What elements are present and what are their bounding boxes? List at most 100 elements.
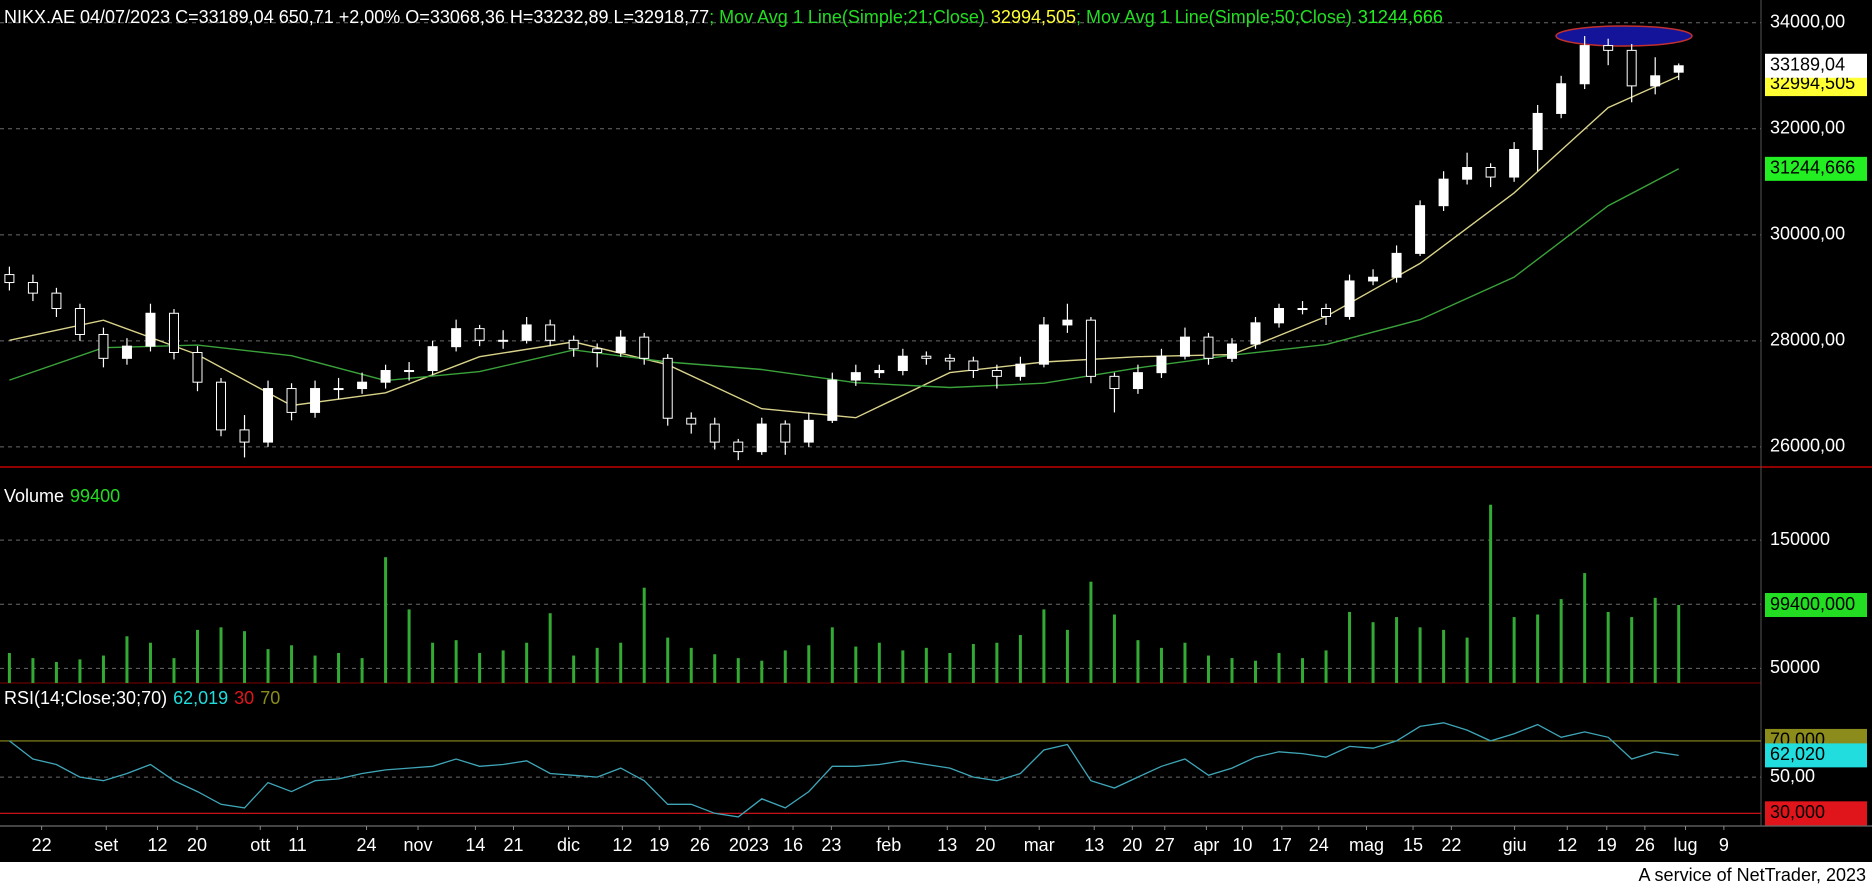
y-tick-label: 32000,00 xyxy=(1770,118,1845,138)
level-label: 30 xyxy=(234,688,254,708)
volume-bar xyxy=(619,642,623,683)
candle-body xyxy=(427,346,438,372)
volume-bar xyxy=(407,609,411,683)
volume-bar xyxy=(548,613,552,683)
candle-body xyxy=(639,336,650,359)
candle-body xyxy=(263,388,274,443)
ma-axis-label-box xyxy=(1765,156,1867,181)
candle-body xyxy=(968,360,979,372)
x-tick-label: 2023 xyxy=(729,835,769,855)
volume-bar xyxy=(1559,599,1563,683)
volume-bar xyxy=(1489,504,1493,683)
volume-bar xyxy=(1159,647,1163,683)
volume-bar xyxy=(783,650,787,683)
rsi-axis-label: 62,020 xyxy=(1770,744,1825,764)
candle-body xyxy=(357,381,368,390)
candle-body xyxy=(921,355,932,359)
x-tick-label: 13 xyxy=(937,835,957,855)
rsi-axis-label-box xyxy=(1765,743,1867,768)
candle-body xyxy=(733,441,744,453)
ma-axis-label: 31244,666 xyxy=(1770,158,1855,178)
volume-bar xyxy=(1042,609,1046,683)
name: Volume xyxy=(4,486,64,506)
candle-body xyxy=(874,370,885,374)
volume-bar xyxy=(1465,637,1469,683)
volume-bar xyxy=(830,627,834,683)
footer-band xyxy=(0,862,1872,888)
volume-bar xyxy=(595,647,599,683)
level-axis-label: 30,000 xyxy=(1770,802,1825,822)
candle-body xyxy=(404,370,415,373)
panel-title: Volume 99400 xyxy=(4,486,120,506)
volume-axis-label-box xyxy=(1765,593,1867,618)
candle-body xyxy=(51,292,62,310)
legend-separator: ; xyxy=(1076,7,1081,27)
panel-title: RSI(14;Close;30;70) 62,019 30 70 xyxy=(4,688,280,708)
volume-bar xyxy=(877,642,881,683)
y-tick-label: 50000 xyxy=(1770,657,1820,677)
y-tick-label: 34000,00 xyxy=(1770,12,1845,32)
candle-body xyxy=(592,348,603,354)
y-tick-label: 50,00 xyxy=(1770,766,1815,786)
volume-bar xyxy=(901,650,905,683)
x-tick-label: 20 xyxy=(1122,835,1142,855)
x-tick-label: 21 xyxy=(503,835,523,855)
candle-body xyxy=(991,370,1002,377)
candle-body xyxy=(1226,343,1237,359)
volume-bar xyxy=(195,629,199,683)
candle-body xyxy=(498,339,509,342)
legend-value: 31244,666 xyxy=(1358,7,1443,27)
volume-bar xyxy=(995,642,999,683)
candle-body xyxy=(1509,148,1520,178)
x-tick-label: 15 xyxy=(1403,835,1423,855)
close-axis-label: 33189,04 xyxy=(1770,55,1845,75)
candle-body xyxy=(1626,49,1637,87)
x-tick-label: 10 xyxy=(1232,835,1252,855)
volume-bar xyxy=(54,661,58,683)
volume-bar xyxy=(360,658,364,683)
volume-bar xyxy=(1112,614,1116,683)
volume-bar xyxy=(243,631,247,683)
x-tick-label: ott xyxy=(250,835,270,855)
volume-bar xyxy=(1301,658,1305,683)
candle-body xyxy=(1650,75,1661,87)
volume-bar xyxy=(1183,642,1187,683)
y-tick-label: 150000 xyxy=(1770,529,1830,549)
candle-body xyxy=(239,429,250,443)
candle-body xyxy=(1179,336,1190,357)
legend-separator: ; xyxy=(709,7,714,27)
candle-body xyxy=(1415,205,1426,254)
volume-bar xyxy=(1536,614,1540,683)
annotation-ellipse xyxy=(1555,25,1693,47)
candle-body xyxy=(1438,178,1449,207)
x-tick-label: 9 xyxy=(1719,835,1729,855)
candle-body xyxy=(850,372,861,381)
volume-bar xyxy=(525,642,529,683)
candle-body xyxy=(780,423,791,443)
candle-body xyxy=(1274,308,1285,324)
x-tick-label: 17 xyxy=(1272,835,1292,855)
volume-bar xyxy=(1206,655,1210,683)
volume-bar xyxy=(78,659,82,683)
x-tick-label: mar xyxy=(1024,835,1055,855)
volume-bar xyxy=(1606,611,1610,683)
volume-bar xyxy=(431,642,435,683)
volume-bar xyxy=(971,644,975,683)
title: NIKX.AE 04/07/2023 C=33189,04 650,71 +2,… xyxy=(4,7,709,27)
volume-bar xyxy=(1442,629,1446,683)
volume-bar xyxy=(1371,622,1375,683)
footer: A service of NetTrader, 2023 xyxy=(1639,865,1866,885)
candle-body xyxy=(1368,276,1379,282)
y-tick-label: 26000,00 xyxy=(1770,436,1845,456)
candle-body xyxy=(1485,167,1496,178)
x-tick-label: 11 xyxy=(288,835,307,855)
last-value: 99400 xyxy=(70,486,120,506)
volume-bar xyxy=(501,650,505,683)
volume-bar xyxy=(478,652,482,683)
x-tick-label: 26 xyxy=(690,835,710,855)
candle-body xyxy=(1015,363,1026,377)
candle-body xyxy=(1673,65,1684,73)
candle-body xyxy=(74,308,85,335)
volume-bar xyxy=(290,645,294,683)
